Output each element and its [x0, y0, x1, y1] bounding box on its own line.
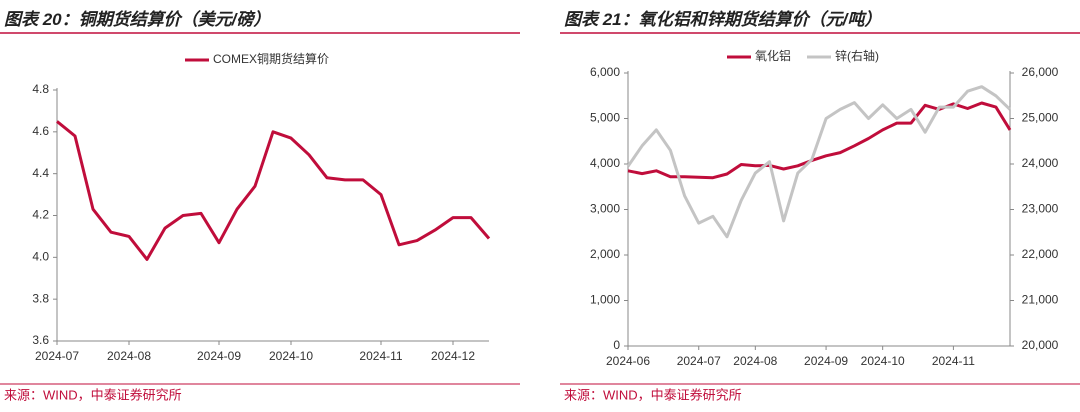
y2-tick-label: 20,000: [1022, 338, 1059, 352]
y-tick-label: 4.0: [32, 250, 49, 264]
x-tick-label: 2024-12: [431, 349, 475, 363]
y2-tick-label: 23,000: [1022, 202, 1059, 216]
chart-title: 图表 21：氧化铝和锌期货结算价（元/吨）: [564, 10, 881, 29]
y-tick-label: 3,000: [590, 202, 620, 216]
y2-tick-label: 21,000: [1022, 293, 1059, 307]
y2-tick-label: 25,000: [1022, 111, 1059, 125]
legend-label: 锌(右轴): [835, 48, 879, 63]
x-tick-label: 2024-09: [197, 349, 241, 363]
y-tick-label: 4.6: [32, 124, 49, 138]
source: 来源：WIND，中泰证券研究所: [564, 387, 742, 402]
y-tick-label: 1,000: [590, 293, 620, 307]
x-tick-label: 2024-10: [861, 354, 905, 368]
y-tick-label: 4.2: [32, 208, 49, 222]
x-tick-label: 2024-07: [677, 354, 721, 368]
x-tick-label: 2024-09: [804, 354, 848, 368]
y2-tick-label: 22,000: [1022, 247, 1059, 261]
y-tick-label: 3.8: [32, 291, 49, 305]
x-tick-label: 2024-08: [733, 354, 777, 368]
x-tick-label: 2024-06: [606, 354, 650, 368]
y-tick-label: 4.4: [32, 166, 49, 180]
x-tick-label: 2024-08: [107, 349, 151, 363]
y-tick-label: 5,000: [590, 111, 620, 125]
x-tick-label: 2024-11: [932, 354, 975, 368]
x-tick-label: 2024-11: [359, 349, 402, 363]
y-tick-label: 4,000: [590, 156, 620, 170]
x-tick-label: 2024-10: [269, 349, 313, 363]
x-tick-label: 2024-07: [35, 349, 79, 363]
series-line: [56, 120, 491, 261]
y-tick-label: 0: [613, 338, 620, 352]
y-tick-label: 3.6: [32, 333, 49, 347]
series-line: [626, 85, 1012, 239]
y-tick-label: 4.8: [32, 82, 49, 96]
y2-tick-label: 24,000: [1022, 156, 1059, 170]
y-tick-label: 2,000: [590, 247, 620, 261]
legend-label: COMEX铜期货结算价: [213, 51, 329, 66]
y2-tick-label: 26,000: [1022, 65, 1059, 79]
legend-label: 氧化铝: [755, 48, 791, 63]
source: 来源：WIND，中泰证券研究所: [4, 387, 182, 402]
y-tick-label: 6,000: [590, 65, 620, 79]
chart-title: 图表 20：铜期货结算价（美元/磅）: [4, 10, 270, 29]
